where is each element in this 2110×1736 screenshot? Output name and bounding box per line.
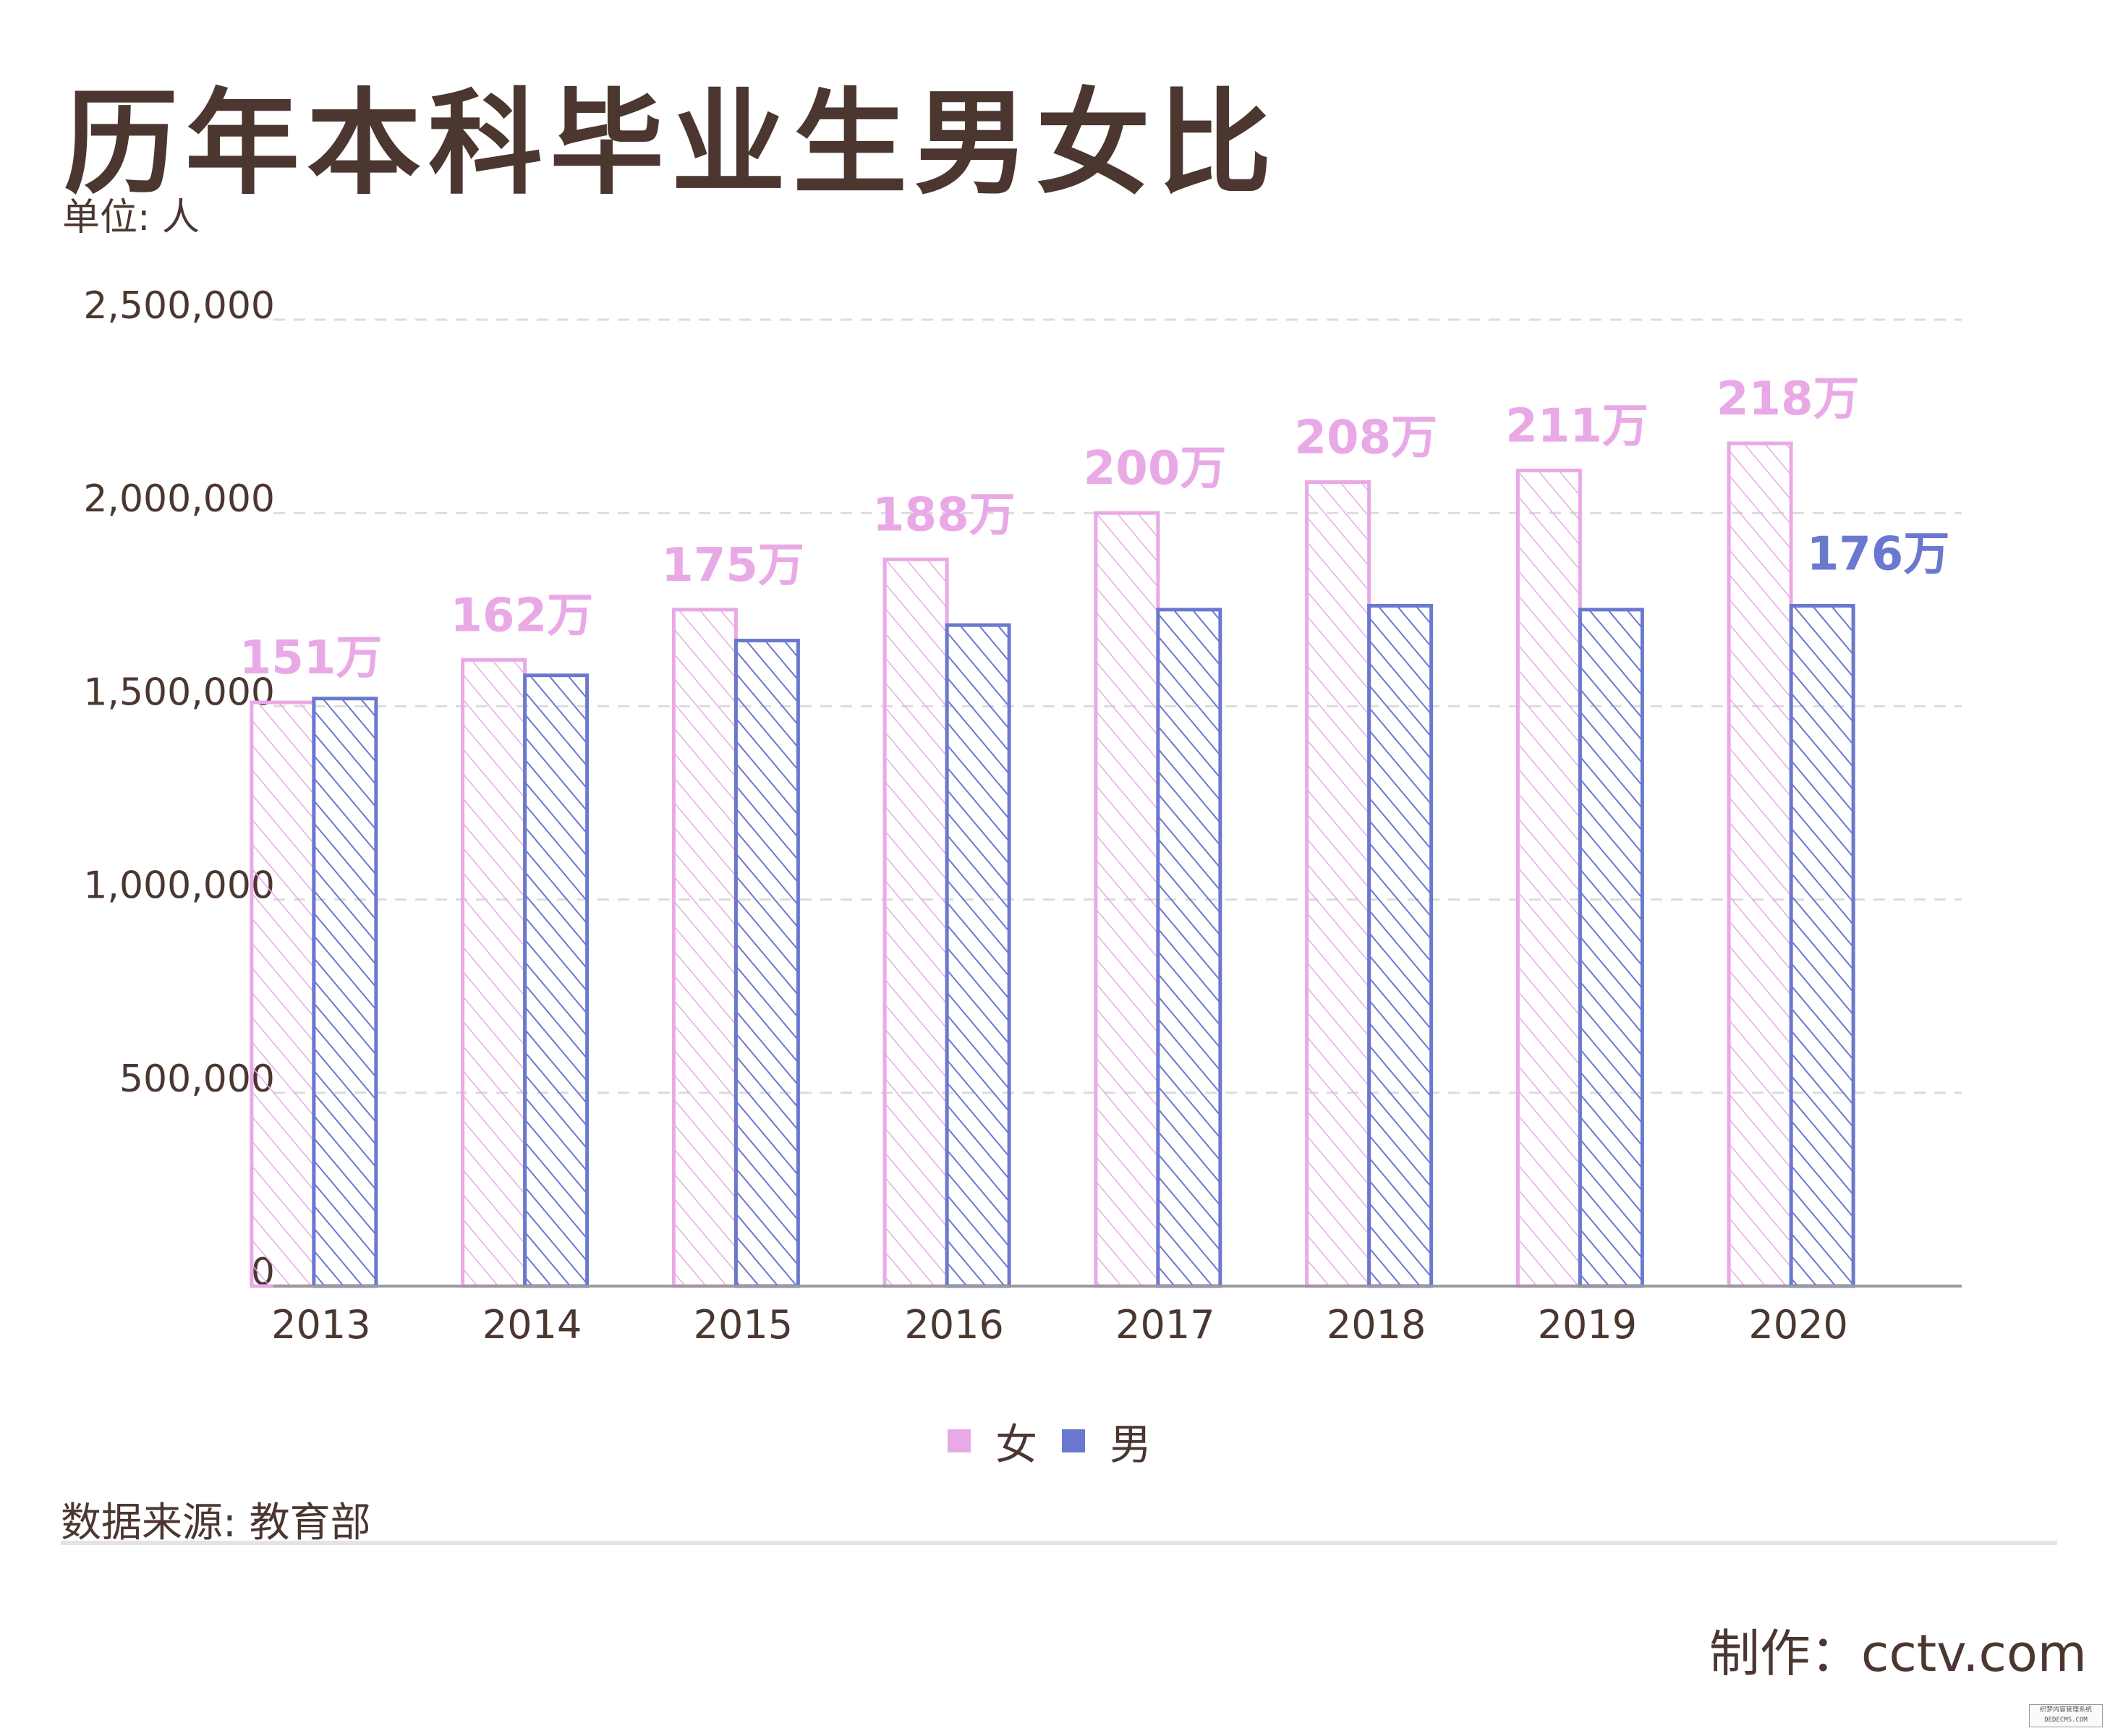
data-label: 211万 — [1505, 399, 1649, 453]
bar-male-2020[interactable] — [1789, 603, 1855, 1288]
y-tick-label: 500,000 — [119, 1058, 275, 1101]
divider — [61, 1541, 2057, 1545]
credit: 制作：cctv.com — [1709, 1624, 2087, 1683]
bar-female-2014[interactable] — [461, 658, 527, 1288]
y-axis-ticks: 0500,0001,000,0001,500,0002,000,0002,500… — [83, 284, 275, 1294]
data-label: 176万 — [1807, 527, 1950, 581]
x-tick-label: 2018 — [1327, 1302, 1426, 1348]
bar-female-2017[interactable] — [1094, 511, 1160, 1288]
bar-female-2020[interactable] — [1727, 441, 1793, 1288]
chart-title: 历年本科毕业生男女比 — [64, 77, 1279, 210]
legend: 女 男 — [948, 1410, 1152, 1471]
data-label: 188万 — [872, 488, 1016, 542]
legend-swatch-male — [1062, 1429, 1086, 1452]
y-tick-label: 2,000,000 — [83, 477, 275, 521]
bar-male-2015[interactable] — [733, 639, 800, 1288]
x-tick-label: 2014 — [482, 1302, 582, 1348]
bar-female-2019[interactable] — [1515, 468, 1582, 1288]
x-tick-label: 2019 — [1538, 1302, 1637, 1348]
bar-female-2015[interactable] — [671, 608, 738, 1288]
data-label: 175万 — [661, 539, 804, 592]
x-tick-label: 2013 — [271, 1302, 370, 1348]
bar-female-2016[interactable] — [882, 557, 949, 1288]
bar-male-2018[interactable] — [1367, 603, 1434, 1288]
bar-male-2013[interactable] — [312, 697, 378, 1288]
unit-label: 单位: 人 — [62, 196, 200, 239]
watermark: 织梦内容管理系统 DEDECMS.COM — [2029, 1704, 2103, 1727]
bars — [250, 441, 1855, 1288]
grid-lines — [273, 318, 1962, 1094]
y-tick-label: 1,500,000 — [83, 671, 275, 714]
legend-swatch-female — [948, 1429, 971, 1452]
bar-male-2019[interactable] — [1578, 608, 1644, 1288]
x-tick-label: 2016 — [904, 1302, 1003, 1348]
bar-female-2018[interactable] — [1305, 480, 1371, 1288]
data-label: 208万 — [1295, 411, 1438, 464]
bar-female-2013[interactable] — [250, 700, 316, 1288]
legend-item-male[interactable]: 男 — [1062, 1410, 1152, 1471]
data-label: 218万 — [1716, 373, 1860, 426]
data-label: 162万 — [451, 589, 594, 642]
bar-male-2016[interactable] — [945, 623, 1011, 1288]
x-tick-label: 2017 — [1115, 1302, 1214, 1348]
x-tick-label: 2015 — [694, 1302, 793, 1348]
data-label: 151万 — [239, 631, 383, 685]
y-tick-label: 2,500,000 — [83, 284, 275, 328]
legend-label-female: 女 — [995, 1420, 1038, 1469]
bar-male-2017[interactable] — [1156, 608, 1222, 1288]
data-labels: 151万 162万 175万 188万 200万 208万 211万 218万 176万 — [239, 373, 1950, 685]
x-axis-ticks: 2013 2014 2015 2016 2017 2018 2019 2020 — [271, 1302, 1848, 1348]
x-tick-label: 2020 — [1748, 1302, 1847, 1348]
legend-label-male: 男 — [1110, 1420, 1152, 1469]
data-label: 200万 — [1084, 442, 1227, 495]
legend-item-female[interactable]: 女 — [948, 1410, 1037, 1471]
bar-male-2014[interactable] — [523, 673, 590, 1288]
y-tick-label: 1,000,000 — [83, 864, 275, 908]
data-source: 数据来源: 教育部 — [61, 1499, 371, 1546]
